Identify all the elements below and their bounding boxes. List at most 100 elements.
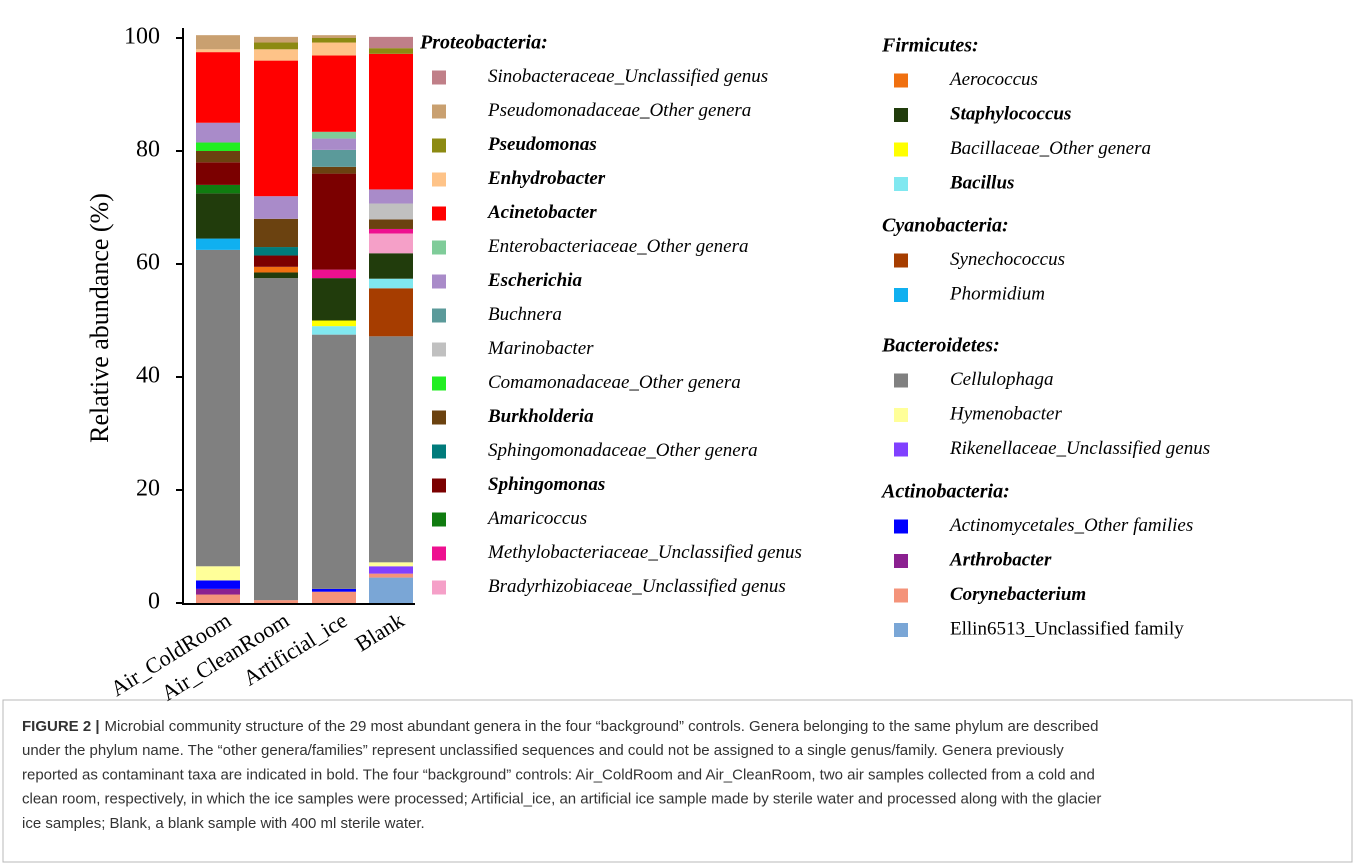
bar-segment [369,288,413,337]
bar-segment [369,48,413,54]
caption-line: Microbial community structure of the 29 … [105,718,1099,735]
legend-swatch [894,623,908,637]
caption-line: reported as contaminant taxa are indicat… [22,766,1095,783]
legend-label: Bacillaceae_Other genera [950,138,1151,159]
legend-swatch [432,308,446,323]
bar-segment [369,253,413,279]
bar-segment [254,266,298,273]
bar-segment [369,219,413,229]
bar-segment [254,60,298,197]
bar-segment [369,189,413,204]
bar-segment [312,38,356,43]
bar-segment [196,249,240,567]
bar-segment [196,588,240,595]
legend-label: Hymenobacter [949,403,1062,424]
caption-line: clean room, respectively, in which the i… [22,791,1101,808]
bar-segment [254,42,298,50]
legend-label: Staphylococcus [950,103,1071,124]
bar-segment [196,594,240,603]
legend-label: Rikenellaceae_Unclassified genus [949,438,1210,459]
bar-segment [369,573,413,578]
legend-swatch [894,373,908,388]
bar-segment [369,36,413,49]
legend-swatch [894,288,908,302]
y-axis-label: Relative abundance (%) [85,193,114,443]
legend-swatch [894,108,908,122]
legend-swatch [432,172,446,187]
bar-segment [312,166,356,174]
bar-segment [369,566,413,574]
caption-line: under the phylum name. The “other genera… [22,742,1064,759]
legend-swatch [432,342,446,357]
bar-segment [369,336,413,563]
bar-segment [196,238,240,250]
legend-swatch [894,408,908,422]
bar-segment [196,49,240,53]
legend-swatch [894,442,908,457]
legend-label: Methylobacteriaceae_Unclassified genus [487,542,802,563]
legend-swatch [432,478,446,493]
bar-segment [312,320,356,327]
bar-segment [369,562,413,567]
legend-label: Bradyrhizobiaceae_Unclassified genus [488,576,786,597]
legend-label: Ellin6513_Unclassified family [950,618,1184,639]
x-tick-label: Blank [351,607,409,656]
bar-segment [196,35,240,50]
bar-segment [196,162,240,185]
bar-segment [312,334,356,589]
bar-segment [312,131,356,139]
legend-label: Cellulophaga [950,369,1053,390]
bar-segment [369,278,413,289]
bar-segment [312,269,356,279]
bar-segment [254,196,298,219]
bar-segment [312,326,356,335]
legend-label: Aerococcus [948,69,1038,90]
bar-segment [196,151,240,163]
bar-segment [312,42,356,56]
legend-label: Pseudomonas [487,134,597,155]
legend-swatch [432,138,446,153]
legend-swatch [894,73,908,88]
legend-swatch [432,104,446,119]
legend-label: Enterobacteriaceae_Other genera [487,236,748,257]
bar-segment [196,122,240,143]
bar-segment [369,53,413,190]
legend-swatch [432,240,446,255]
y-tick-label: 60 [136,250,160,276]
legend-label: Comamonadaceae_Other genera [488,372,741,393]
legend-label: Sphingomonadaceae_Other genera [488,440,758,461]
legend-label: Sphingomonas [488,474,605,495]
legend-label: Buchnera [488,304,562,325]
legend-swatch [894,177,908,191]
legend-swatch [432,206,446,221]
bar-segment [196,142,240,151]
bar-segment [196,52,240,123]
legend-label: Escherichia [487,270,582,291]
bar-segment [312,149,356,167]
legend-group-title: Cyanobacteria: [882,215,1009,237]
legend-label: Enhydrobacter [487,168,606,189]
legend-group-title: Actinobacteria: [880,481,1010,503]
bar-segment [312,591,356,603]
legend-group-title: Firmicutes: [881,35,979,57]
legend-label: Marinobacter [487,338,594,359]
bar-segment [254,49,298,61]
legend-group-title: Proteobacteria: [419,32,548,54]
caption-box [2,699,1353,863]
legend-swatch [432,376,446,391]
legend-swatch [894,519,908,534]
bar-segment [312,138,356,150]
bar-segment [369,577,413,603]
legend-swatch [432,444,446,459]
y-tick-label: 20 [136,476,160,502]
bar-segment [254,278,298,601]
legend-label: Synechococcus [950,249,1065,270]
legend-label: Arthrobacter [949,549,1052,570]
legend-label: Phormidium [949,283,1045,304]
legend-swatch [894,588,908,603]
bar-segment [312,173,356,270]
bar-segment [254,255,298,267]
legend-swatch [432,410,446,425]
bar-segment [312,55,356,132]
